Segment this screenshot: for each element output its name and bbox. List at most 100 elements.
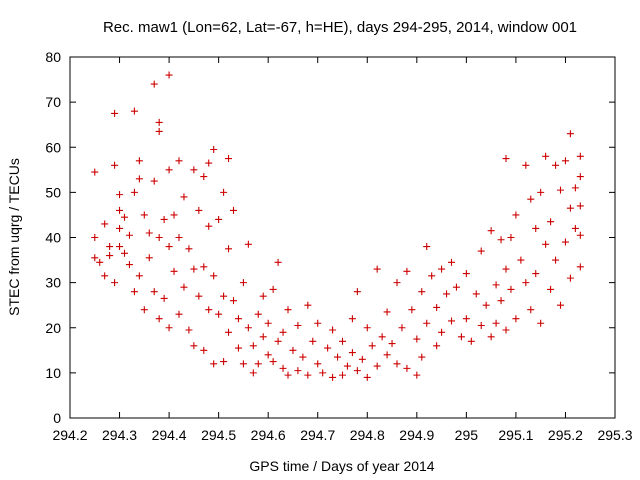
data-point bbox=[477, 247, 485, 255]
data-point bbox=[130, 107, 138, 115]
data-point bbox=[363, 324, 371, 332]
data-point bbox=[462, 270, 470, 278]
y-tick-label: 30 bbox=[45, 275, 61, 291]
data-point bbox=[160, 294, 168, 302]
data-point bbox=[566, 274, 574, 282]
data-point bbox=[502, 326, 510, 334]
data-point bbox=[264, 319, 272, 327]
data-point bbox=[457, 333, 465, 341]
y-tick-label: 40 bbox=[45, 230, 61, 246]
x-tick-label: 295.2 bbox=[548, 427, 583, 443]
data-point bbox=[239, 279, 247, 287]
y-tick-label: 80 bbox=[45, 49, 61, 65]
data-point bbox=[200, 346, 208, 354]
y-tick-label: 10 bbox=[45, 365, 61, 381]
chart-title: Rec. maw1 (Lon=62, Lat=-67, h=HE), days … bbox=[103, 19, 577, 36]
data-point bbox=[279, 364, 287, 372]
data-point bbox=[91, 168, 99, 176]
data-point bbox=[527, 195, 535, 203]
data-point bbox=[150, 288, 158, 296]
x-tick-label: 294.9 bbox=[399, 427, 434, 443]
data-point bbox=[289, 346, 297, 354]
data-points bbox=[91, 71, 584, 381]
data-point bbox=[566, 130, 574, 138]
x-tick-label: 294.7 bbox=[300, 427, 335, 443]
data-point bbox=[125, 231, 133, 239]
data-point bbox=[561, 157, 569, 165]
data-point bbox=[398, 324, 406, 332]
data-point bbox=[294, 367, 302, 375]
x-axis-label: GPS time / Days of year 2014 bbox=[249, 458, 434, 474]
data-point bbox=[116, 243, 124, 251]
data-point bbox=[527, 306, 535, 314]
data-point bbox=[537, 188, 545, 196]
data-point bbox=[249, 369, 257, 377]
data-point bbox=[418, 353, 426, 361]
data-point bbox=[314, 360, 322, 368]
data-point bbox=[230, 206, 237, 214]
data-point bbox=[140, 211, 148, 219]
data-point bbox=[210, 272, 218, 280]
data-point bbox=[443, 290, 451, 298]
data-point bbox=[225, 245, 233, 253]
data-point bbox=[324, 344, 332, 352]
data-point bbox=[462, 315, 470, 323]
data-point bbox=[383, 308, 391, 316]
data-point bbox=[269, 285, 277, 293]
data-point bbox=[185, 245, 193, 253]
data-point bbox=[150, 177, 158, 185]
data-point bbox=[368, 342, 376, 350]
data-point bbox=[106, 252, 114, 260]
x-tick-label: 294.8 bbox=[350, 427, 385, 443]
data-point bbox=[353, 367, 361, 375]
data-point bbox=[497, 236, 505, 244]
data-point bbox=[165, 324, 173, 332]
data-point bbox=[155, 315, 163, 323]
data-point bbox=[378, 333, 386, 341]
data-point bbox=[210, 360, 218, 368]
data-point bbox=[542, 152, 550, 160]
data-point bbox=[160, 215, 168, 223]
data-point bbox=[408, 306, 416, 314]
data-point bbox=[125, 261, 133, 269]
x-tick-label: 294.5 bbox=[201, 427, 236, 443]
data-point bbox=[512, 211, 520, 219]
data-point bbox=[339, 337, 346, 345]
data-point bbox=[180, 193, 188, 201]
data-point bbox=[413, 371, 421, 379]
data-point bbox=[304, 301, 312, 309]
data-point bbox=[244, 324, 252, 332]
data-point bbox=[175, 157, 183, 165]
y-tick-label: 0 bbox=[53, 410, 61, 426]
data-point bbox=[205, 222, 213, 230]
data-point bbox=[91, 234, 99, 241]
data-point bbox=[482, 301, 490, 309]
data-point bbox=[155, 127, 163, 135]
data-point bbox=[220, 188, 228, 196]
data-point bbox=[130, 188, 138, 196]
data-point bbox=[393, 360, 401, 368]
data-point bbox=[116, 224, 124, 232]
data-point bbox=[571, 224, 579, 232]
data-point bbox=[294, 321, 302, 329]
data-point bbox=[165, 166, 173, 174]
x-tick-label: 294.6 bbox=[251, 427, 286, 443]
data-point bbox=[467, 337, 475, 345]
data-point bbox=[532, 270, 540, 278]
data-point bbox=[96, 258, 104, 266]
data-point bbox=[111, 109, 119, 117]
data-point bbox=[448, 258, 455, 266]
data-point bbox=[477, 321, 485, 329]
data-point bbox=[507, 234, 515, 241]
data-point bbox=[165, 243, 173, 251]
data-point bbox=[155, 234, 163, 241]
data-point bbox=[552, 256, 560, 264]
data-point bbox=[135, 272, 143, 280]
data-point bbox=[487, 227, 495, 235]
data-point bbox=[502, 265, 510, 273]
data-point bbox=[452, 283, 460, 291]
data-point bbox=[497, 297, 505, 305]
data-point bbox=[343, 362, 351, 370]
data-point bbox=[438, 328, 446, 336]
